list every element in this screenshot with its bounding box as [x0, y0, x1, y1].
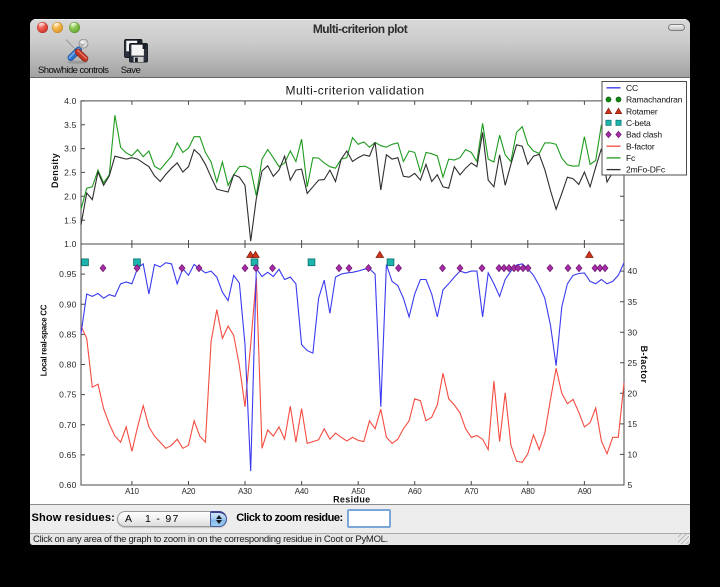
svg-text:2.5: 2.5	[64, 167, 76, 177]
svg-text:40: 40	[628, 266, 638, 276]
svg-text:4.0: 4.0	[64, 96, 76, 106]
svg-text:0.80: 0.80	[59, 359, 76, 369]
svg-text:0.65: 0.65	[59, 450, 76, 460]
svg-text:Bad clash: Bad clash	[626, 129, 662, 139]
svg-text:Density: Density	[50, 153, 60, 188]
svg-text:A50: A50	[351, 487, 365, 496]
svg-text:10: 10	[628, 449, 638, 459]
svg-text:0.75: 0.75	[59, 389, 76, 399]
svg-text:1.0: 1.0	[64, 239, 76, 249]
svg-text:2mFo-DFc: 2mFo-DFc	[626, 164, 666, 174]
svg-text:A60: A60	[408, 487, 422, 496]
svg-text:Residue: Residue	[333, 494, 370, 504]
svg-text:Fc: Fc	[626, 153, 636, 163]
svg-text:Multi-criterion validation: Multi-criterion validation	[285, 83, 424, 97]
svg-text:0.85: 0.85	[59, 329, 76, 339]
svg-text:1.5: 1.5	[64, 215, 76, 225]
svg-text:B-factor: B-factor	[626, 141, 655, 151]
svg-text:A90: A90	[578, 487, 592, 496]
svg-text:A40: A40	[295, 487, 309, 496]
svg-text:0.95: 0.95	[59, 269, 76, 279]
svg-text:0.60: 0.60	[59, 480, 76, 490]
svg-text:A80: A80	[521, 487, 535, 496]
svg-text:2.0: 2.0	[64, 191, 76, 201]
svg-text:B-factor: B-factor	[639, 345, 649, 383]
svg-text:0.70: 0.70	[59, 419, 76, 429]
svg-text:Local real-space CC: Local real-space CC	[40, 304, 49, 376]
svg-text:25: 25	[628, 357, 638, 367]
svg-text:C-beta: C-beta	[626, 117, 651, 127]
svg-text:0.90: 0.90	[59, 299, 76, 309]
svg-text:Rotamer: Rotamer	[626, 106, 658, 116]
svg-text:35: 35	[628, 296, 638, 306]
svg-text:A10: A10	[125, 487, 139, 496]
svg-text:Ramachandran: Ramachandran	[626, 94, 683, 104]
svg-text:3.0: 3.0	[64, 143, 76, 153]
svg-text:CC: CC	[626, 82, 638, 92]
svg-text:5: 5	[628, 480, 633, 490]
svg-text:A20: A20	[182, 487, 196, 496]
svg-text:20: 20	[628, 388, 638, 398]
svg-text:A70: A70	[464, 487, 478, 496]
svg-text:30: 30	[628, 327, 638, 337]
svg-text:15: 15	[628, 419, 638, 429]
svg-text:3.5: 3.5	[64, 119, 76, 129]
svg-text:A30: A30	[238, 487, 252, 496]
